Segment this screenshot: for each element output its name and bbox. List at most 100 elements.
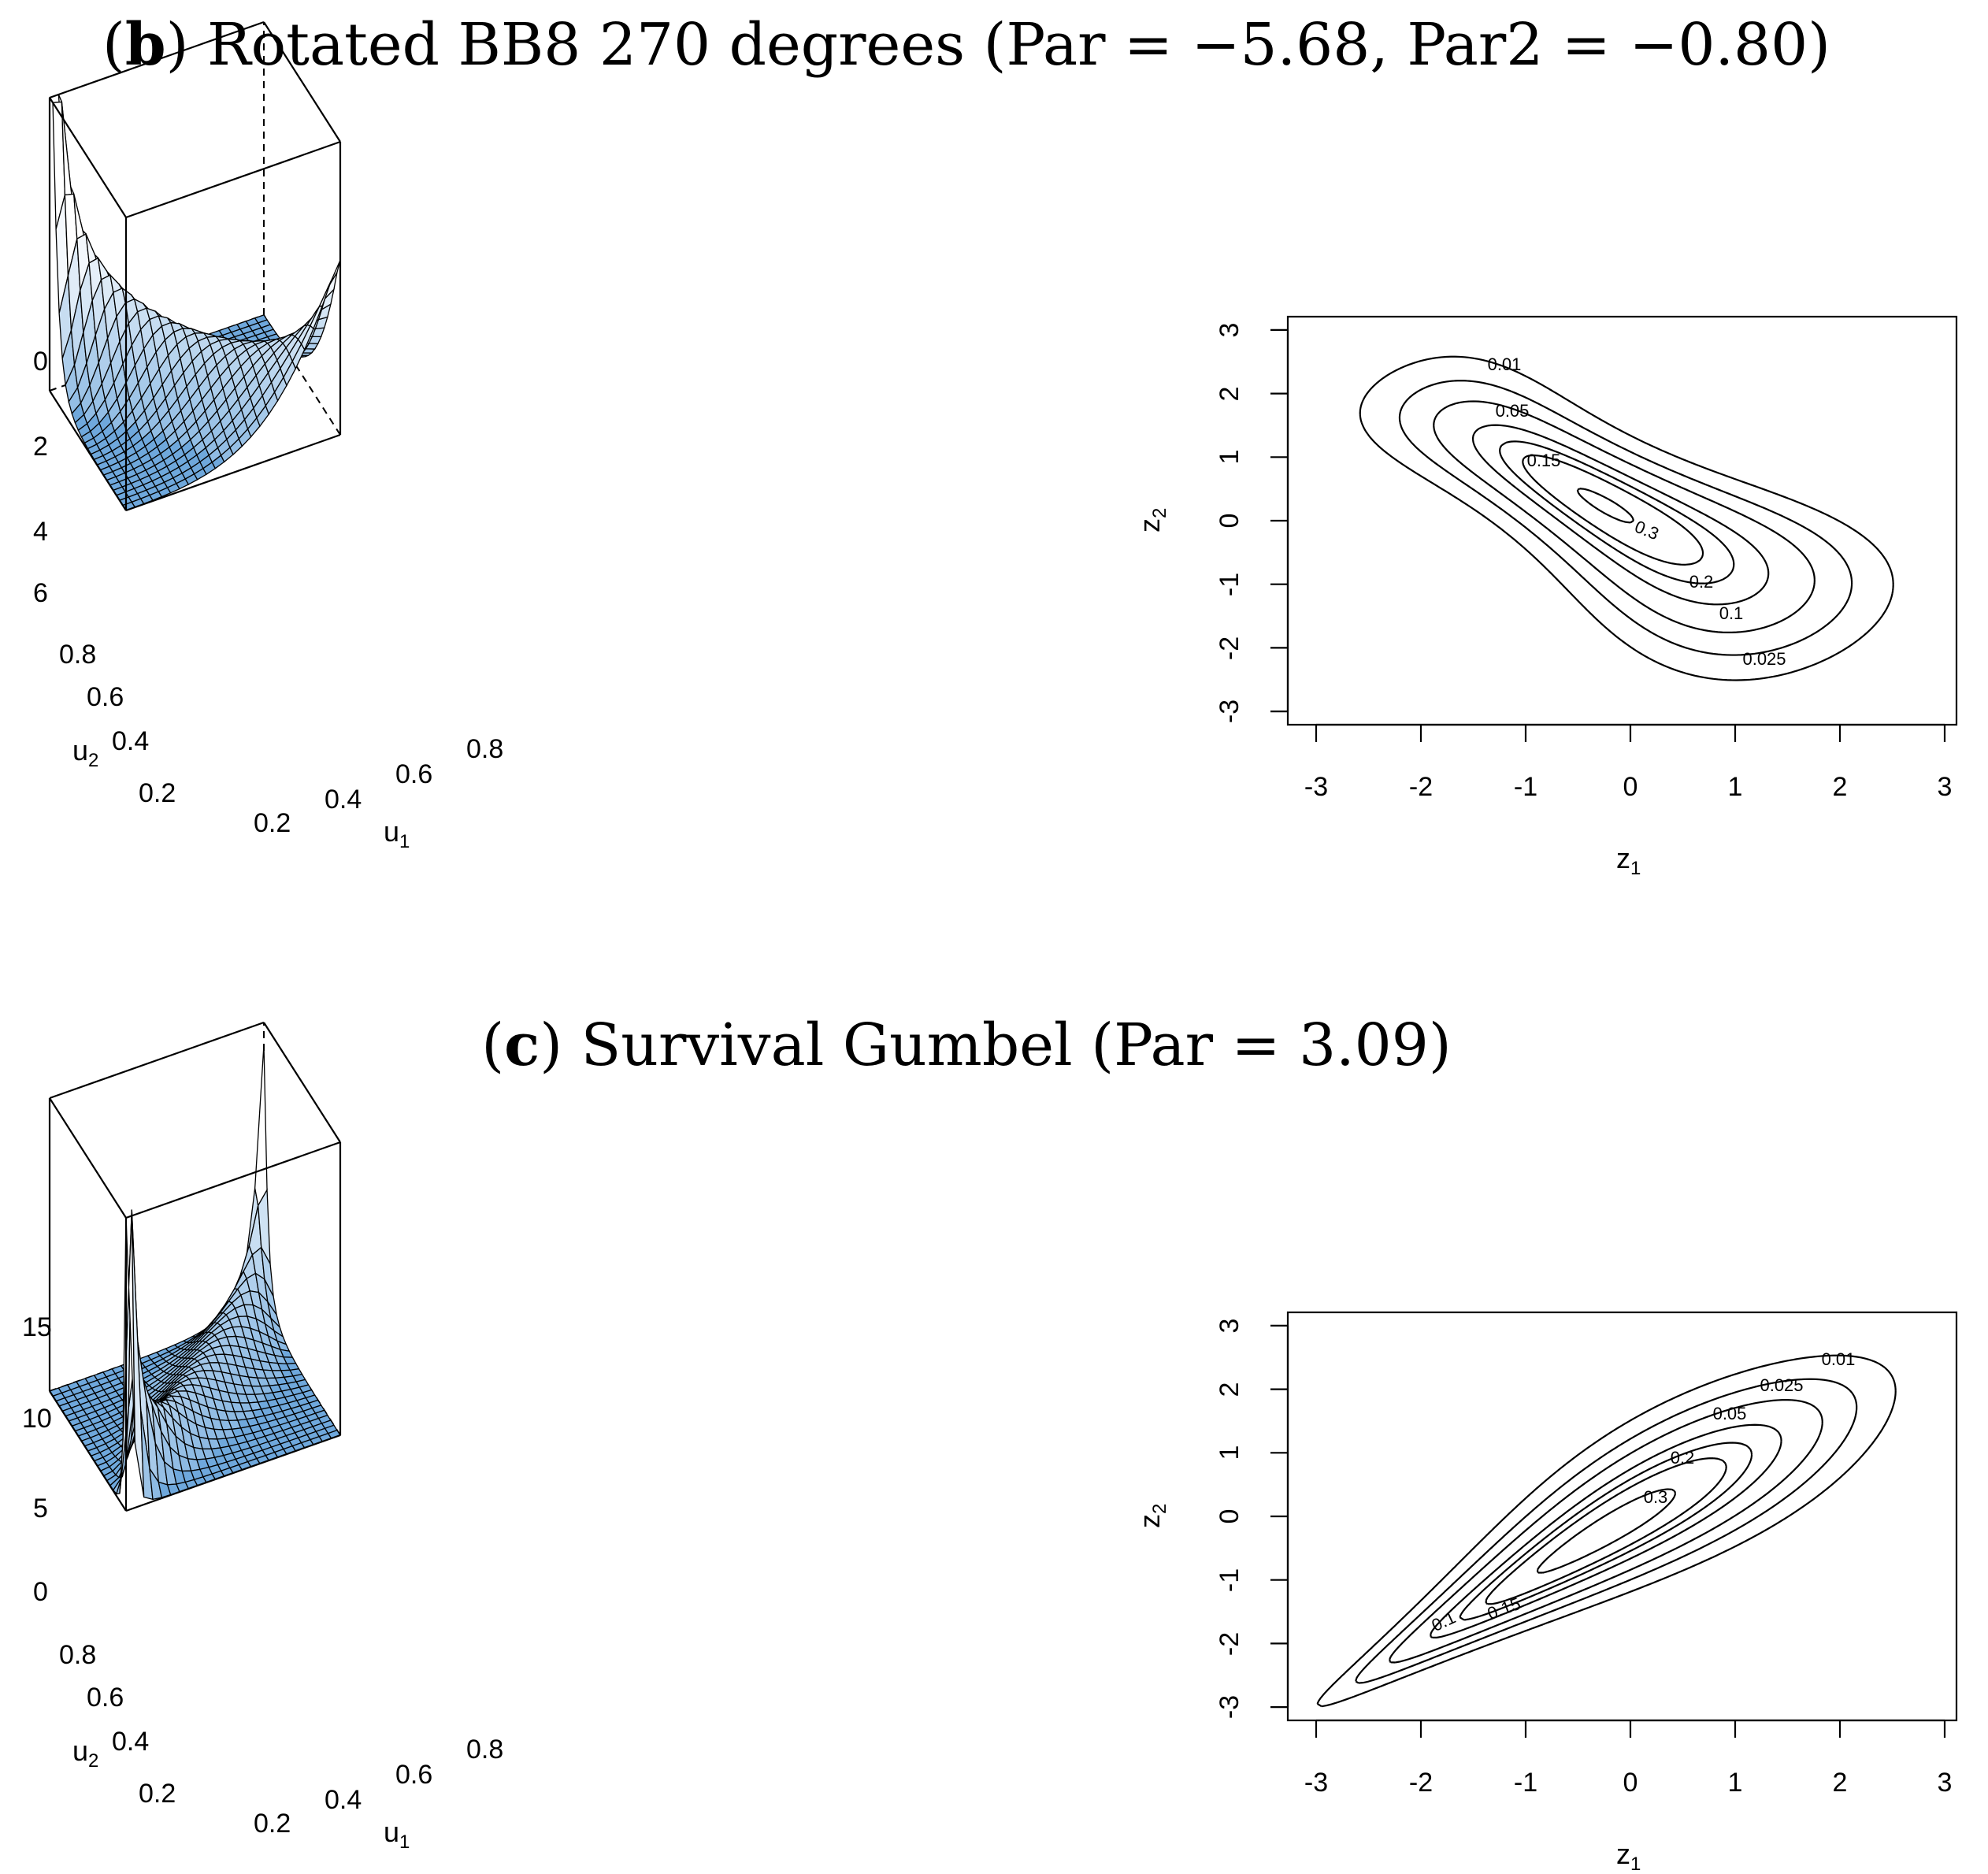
panel-c-surface-plot: 0 5 10 15 0.8 0.6 0.4 0.2 u2 0.2 0.4 0.6…	[22, 1021, 503, 1853]
box-edge	[49, 1021, 265, 1100]
u2-tick: 0.8	[59, 640, 96, 670]
z-tick: 6	[33, 578, 48, 608]
panel-b-contour-plot: -3 -2 -1 0 1 2 3 -3 -2 -1 0 1 2 3 z1 z2 …	[1133, 315, 1958, 879]
panel-c-contour-plot: -3 -2 -1 0 1 2 3 -3 -2 -1 0 1 2 3 z1 z2 …	[1133, 1311, 1958, 1874]
y-tick: -2	[1215, 636, 1244, 660]
panel-b-surface-plot: 0 2 4 6 0.8 0.6 0.4 0.2 u2 0.2 0.4 0.6 0…	[33, 20, 503, 852]
x-tick: 0	[1623, 772, 1638, 802]
box-edge	[49, 390, 127, 511]
u2-axis-label: u2	[72, 1735, 98, 1772]
contour-line	[1499, 440, 1735, 584]
u1-tick: 0.6	[395, 759, 432, 789]
contour-label: 0.15	[1485, 1594, 1523, 1624]
y-tick: 2	[1215, 387, 1244, 402]
x-tick: -2	[1409, 772, 1433, 802]
box-edge	[125, 1141, 341, 1219]
panel-b-title-text: ) Rotated BB8 270 degrees (Par = −5.68, …	[166, 11, 1830, 79]
u2-tick: 0.6	[87, 682, 124, 712]
surface-z-axis: 0 2 4 6	[33, 347, 48, 608]
u2-tick: 0.4	[112, 1727, 149, 1757]
z-tick: 5	[33, 1494, 48, 1523]
contour-line	[1576, 488, 1635, 524]
y-tick: -3	[1215, 1695, 1244, 1719]
contour-label: 0.01	[1488, 354, 1522, 374]
box-edge	[263, 1022, 341, 1143]
plot-frame	[1286, 1311, 1958, 1722]
y-axis: -3 -2 -1 0 1 2 3	[1215, 1319, 1289, 1719]
surface-u2-axis: 0.8 0.6 0.4 0.2 u2	[59, 640, 176, 808]
box-edge	[125, 433, 341, 512]
x-tick: 3	[1938, 1768, 1953, 1798]
u1-tick: 0.6	[395, 1760, 432, 1790]
panel-b-title-label: b	[125, 11, 166, 79]
y-tick: -2	[1215, 1632, 1244, 1656]
box-edge	[125, 140, 341, 219]
u1-tick: 0.4	[325, 1785, 362, 1815]
contour-line	[1471, 424, 1770, 606]
z-tick: 0	[33, 1577, 48, 1607]
contour-label: 0.2	[1689, 572, 1714, 592]
panel-b-title: (b) Rotated BB8 270 degrees (Par = −5.68…	[102, 11, 1830, 79]
surface-box-front	[48, 20, 342, 512]
box-edge	[263, 21, 341, 143]
contour-line	[1459, 1442, 1753, 1621]
x-tick: 2	[1833, 1768, 1848, 1798]
box-edge	[49, 1390, 127, 1512]
u1-axis-label: u1	[384, 815, 410, 852]
contour-line	[1359, 355, 1894, 681]
y-axis-label: z2	[1133, 508, 1170, 533]
u2-tick: 0.6	[87, 1683, 124, 1713]
surface-z-axis: 0 5 10 15	[22, 1312, 52, 1607]
u1-tick: 0.8	[466, 734, 503, 764]
panel-c-title-text: ) Survival Gumbel (Par = 3.09)	[540, 1011, 1452, 1079]
u2-tick: 0.8	[59, 1640, 96, 1670]
contour-labels: 0.01 0.025 0.05 0.1 0.15 0.2 0.3	[1488, 354, 1786, 669]
contour-lines	[1359, 355, 1894, 681]
u2-tick: 0.2	[139, 778, 176, 808]
contour-labels: 0.01 0.025 0.05 0.1 0.15 0.2 0.3	[1429, 1349, 1856, 1635]
x-axis: -3 -2 -1 0 1 2 3	[1304, 723, 1953, 802]
x-tick: -3	[1304, 772, 1328, 802]
contour-lines	[1316, 1354, 1897, 1708]
y-tick: 1	[1215, 1445, 1244, 1460]
contour-line	[1355, 1378, 1858, 1684]
y-tick: -1	[1215, 573, 1244, 596]
contour-line	[1433, 400, 1816, 633]
surface-u1-axis: 0.2 0.4 0.6 0.8 u1	[254, 1735, 503, 1853]
contour-label: 0.05	[1496, 401, 1530, 421]
contour-label: 0.1	[1719, 603, 1744, 623]
contour-label: 0.025	[1742, 649, 1786, 669]
surface-facet	[254, 1045, 268, 1208]
x-axis-label: z1	[1616, 1838, 1641, 1874]
u1-axis-label: u1	[384, 1816, 410, 1853]
y-tick: -1	[1215, 1568, 1244, 1592]
y-tick: 3	[1215, 323, 1244, 338]
y-tick: 2	[1215, 1382, 1244, 1397]
x-tick: 3	[1938, 772, 1953, 802]
box-edge	[49, 97, 127, 218]
contour-line	[1398, 380, 1853, 656]
panel-b: (b) Rotated BB8 270 degrees (Par = −5.68…	[33, 11, 1958, 879]
x-tick: -3	[1304, 1768, 1328, 1798]
contour-line	[1537, 1488, 1677, 1574]
x-tick: 2	[1833, 772, 1848, 802]
u1-tick: 0.8	[466, 1735, 503, 1765]
y-axis-label: z2	[1133, 1504, 1170, 1528]
u1-tick: 0.2	[254, 1809, 291, 1839]
contour-label: 0.025	[1760, 1375, 1803, 1395]
y-tick: 1	[1215, 450, 1244, 465]
surface-u1-axis: 0.2 0.4 0.6 0.8 u1	[254, 734, 503, 852]
z-tick: 10	[22, 1404, 52, 1434]
surface-facet	[328, 260, 341, 288]
contour-label: 0.01	[1822, 1349, 1856, 1369]
contour-label: 0.3	[1644, 1487, 1668, 1507]
u1-tick: 0.2	[254, 808, 291, 838]
x-axis-label: z1	[1616, 842, 1641, 879]
u2-tick: 0.4	[112, 726, 149, 756]
x-tick: -1	[1514, 772, 1537, 802]
x-tick: -2	[1409, 1768, 1433, 1798]
u2-axis-label: u2	[72, 734, 98, 771]
box-edge	[49, 20, 265, 99]
y-tick: 0	[1215, 514, 1244, 529]
